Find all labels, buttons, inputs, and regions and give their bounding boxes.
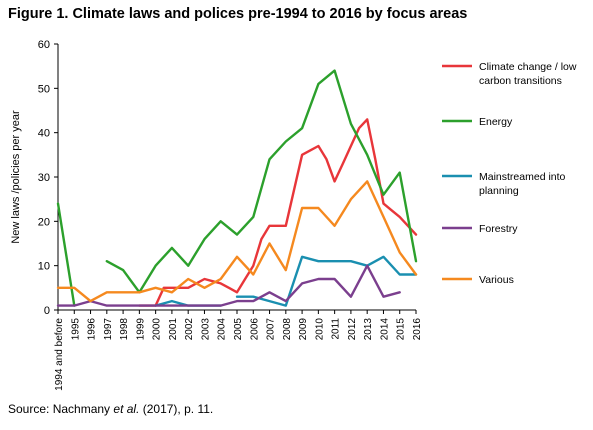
x-tick-label: 1997 xyxy=(103,318,114,341)
series-line-various xyxy=(56,180,418,303)
y-tick-label: 60 xyxy=(38,39,50,51)
legend-label: Mainstreamed into xyxy=(479,171,566,183)
series-line-climate-change-low-carbon-transitions xyxy=(138,118,418,307)
x-tick-label: 2015 xyxy=(396,318,407,341)
legend-label: carbon transitions xyxy=(479,75,562,87)
x-tick-label: 2014 xyxy=(379,318,390,341)
x-tick-label: 2001 xyxy=(168,318,179,341)
x-tick-label: 2011 xyxy=(331,318,342,340)
legend-label: Forestry xyxy=(479,223,518,235)
x-tick-label: 2016 xyxy=(412,318,423,341)
legend-label: Various xyxy=(479,274,514,286)
source-italic: et al. xyxy=(113,402,140,416)
legend-label: Climate change / low xyxy=(479,61,577,73)
x-tick-label: 2008 xyxy=(282,318,293,341)
y-axis-label: New laws /policies per year xyxy=(10,110,22,244)
y-tick-label: 10 xyxy=(38,261,50,273)
figure-title: Figure 1. Climate laws and polices pre-1… xyxy=(8,6,468,22)
chart-series xyxy=(56,69,418,307)
x-tick-label: 1995 xyxy=(70,318,81,341)
source-suffix: (2017), p. 11. xyxy=(139,402,214,416)
source-prefix: Source: Nachmany xyxy=(8,402,114,416)
series-line-energy xyxy=(56,202,76,307)
x-tick-label: 2009 xyxy=(298,318,309,341)
series-line-energy-segment-2 xyxy=(105,69,418,294)
y-tick-label: 0 xyxy=(44,305,50,317)
legend-label: planning xyxy=(479,185,519,197)
chart-axes: 0 10 20 30 40 50 60 1994 and before 1995 1996 1997… xyxy=(10,39,423,391)
x-tick-label: 2007 xyxy=(266,318,277,341)
x-tick-label: 1996 xyxy=(87,318,98,341)
x-tick-label: 2012 xyxy=(347,318,358,341)
chart-legend: Climate change / low carbon transitions En… xyxy=(442,61,577,286)
series-line-mainstreamed-into-planning-segment-2 xyxy=(235,255,418,307)
x-tick-label: 1998 xyxy=(119,318,130,341)
y-tick-label: 40 xyxy=(38,128,50,140)
x-tick-label: 2000 xyxy=(152,318,163,341)
y-tick-label: 30 xyxy=(38,172,50,184)
x-tick-label: 2010 xyxy=(314,318,325,341)
x-tick-label: 2013 xyxy=(363,318,374,341)
x-tick-label: 1994 and before xyxy=(54,318,65,391)
x-tick-label: 2005 xyxy=(233,318,244,341)
source-note: Source: Nachmany et al. (2017), p. 11. xyxy=(8,402,213,416)
x-tick-label: 1999 xyxy=(135,318,146,341)
x-tick-label: 2006 xyxy=(249,318,260,341)
y-tick-label: 50 xyxy=(38,83,50,95)
x-tick-label: 2003 xyxy=(200,318,211,341)
x-tick-label: 2002 xyxy=(184,318,195,341)
x-tick-label: 2004 xyxy=(217,318,228,341)
y-tick-label: 20 xyxy=(38,216,50,228)
legend-label: Energy xyxy=(479,116,513,128)
series-line-forestry xyxy=(56,264,401,307)
